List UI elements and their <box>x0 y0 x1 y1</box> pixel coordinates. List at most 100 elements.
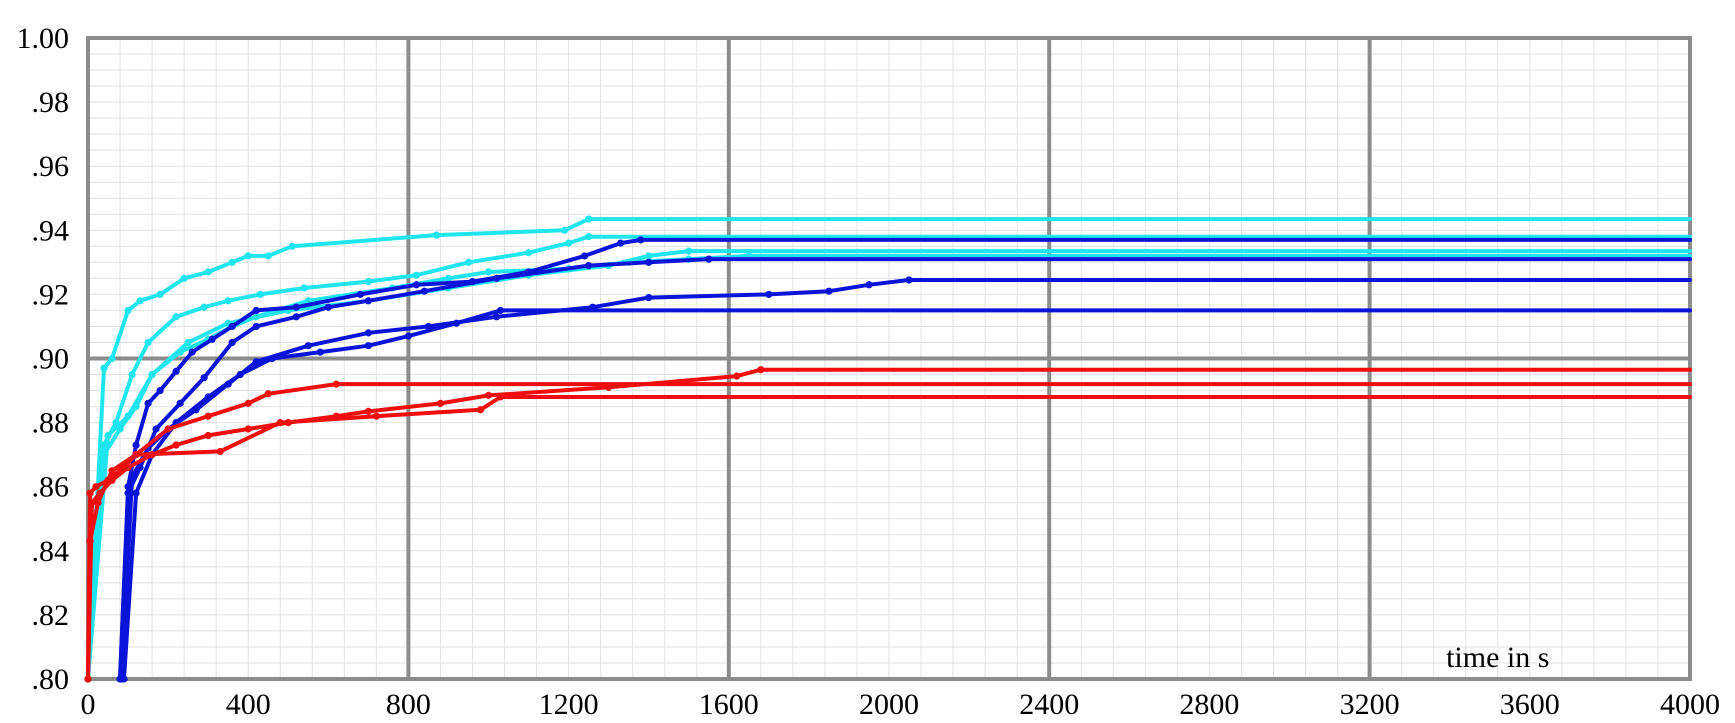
data-point <box>176 399 184 407</box>
data-point <box>184 338 192 347</box>
data-point <box>164 425 172 433</box>
data-point <box>180 274 188 282</box>
data-point <box>264 390 272 398</box>
data-point <box>496 393 505 401</box>
data-point <box>188 348 196 356</box>
data-point <box>364 407 372 415</box>
data-point <box>244 399 252 407</box>
series-line <box>120 278 1692 681</box>
plot-frame <box>86 36 1692 681</box>
x-axis-label: time in s <box>1446 641 1549 674</box>
y-tick-label: .92 <box>32 278 70 311</box>
data-point <box>464 258 473 266</box>
data-point <box>316 348 324 356</box>
data-point <box>436 399 445 407</box>
data-point <box>236 370 244 379</box>
data-point <box>200 303 208 311</box>
series-layer <box>84 215 1692 683</box>
data-point <box>204 412 212 420</box>
data-point <box>228 322 236 331</box>
data-point <box>136 297 144 305</box>
series-line <box>118 257 1692 681</box>
y-tick-label: .82 <box>32 599 70 632</box>
data-point <box>581 252 589 260</box>
data-point <box>200 374 208 382</box>
data-point <box>304 342 312 350</box>
data-point <box>412 271 421 279</box>
data-point <box>132 451 140 459</box>
series-7 <box>120 306 1692 683</box>
data-point <box>152 425 160 433</box>
data-point <box>420 287 429 295</box>
data-point <box>372 412 380 420</box>
y-tick-label: .98 <box>32 86 70 119</box>
data-point <box>132 489 140 497</box>
data-point <box>204 431 212 440</box>
data-point <box>268 354 276 363</box>
data-point <box>617 239 625 247</box>
y-tick-label: .90 <box>32 343 70 376</box>
data-point <box>172 441 180 449</box>
y-tick-label: .84 <box>32 535 70 568</box>
data-point <box>300 284 308 292</box>
series-0 <box>84 215 1692 683</box>
data-point <box>585 215 593 223</box>
series-1 <box>84 233 1692 683</box>
data-point <box>705 255 713 263</box>
data-point <box>120 675 128 683</box>
data-point <box>412 281 421 289</box>
data-point <box>84 675 92 683</box>
data-point <box>132 441 140 449</box>
data-point <box>637 236 645 244</box>
data-point <box>356 290 364 298</box>
data-point <box>124 306 132 315</box>
data-point <box>108 467 116 475</box>
data-point <box>452 319 461 327</box>
data-point <box>104 431 112 440</box>
data-point <box>364 297 372 305</box>
data-point <box>288 242 296 250</box>
x-tick-label: 400 <box>226 688 271 721</box>
x-axis-ticks: 0 400 800 1200 1600 2000 2400 2800 3200 3600 4000 <box>81 688 1721 721</box>
series-6 <box>118 276 1692 683</box>
data-point <box>292 303 300 311</box>
y-tick-label: .94 <box>32 214 70 247</box>
data-point <box>765 290 773 298</box>
x-tick-label: 3200 <box>1340 688 1400 721</box>
data-point <box>585 233 593 241</box>
data-point <box>585 261 593 270</box>
y-tick-label: .86 <box>32 471 70 504</box>
data-point <box>92 483 100 491</box>
data-point <box>88 499 96 507</box>
data-point <box>216 447 224 456</box>
data-point <box>645 252 653 260</box>
x-tick-label: 2000 <box>859 688 919 721</box>
data-point <box>865 281 873 289</box>
data-point <box>172 367 180 375</box>
x-tick-label: 1200 <box>539 688 599 721</box>
data-point <box>476 406 485 414</box>
series-9 <box>84 366 1692 683</box>
data-point <box>404 332 412 340</box>
data-point <box>605 383 613 391</box>
data-point <box>204 268 212 276</box>
series-line <box>86 217 1692 681</box>
data-point <box>156 386 164 395</box>
data-point <box>332 380 340 388</box>
data-point <box>524 249 533 257</box>
data-point <box>256 290 264 298</box>
data-point <box>292 313 300 321</box>
series-5 <box>116 255 1692 683</box>
data-point <box>208 335 216 343</box>
data-point <box>825 287 833 295</box>
x-tick-label: 0 <box>81 688 96 721</box>
data-point <box>148 370 156 379</box>
data-point <box>86 537 94 545</box>
data-point <box>124 463 132 472</box>
data-point <box>128 370 136 379</box>
data-point <box>156 290 164 298</box>
data-point <box>484 268 493 276</box>
y-tick-label: 1.00 <box>17 22 70 55</box>
data-point <box>228 258 236 266</box>
